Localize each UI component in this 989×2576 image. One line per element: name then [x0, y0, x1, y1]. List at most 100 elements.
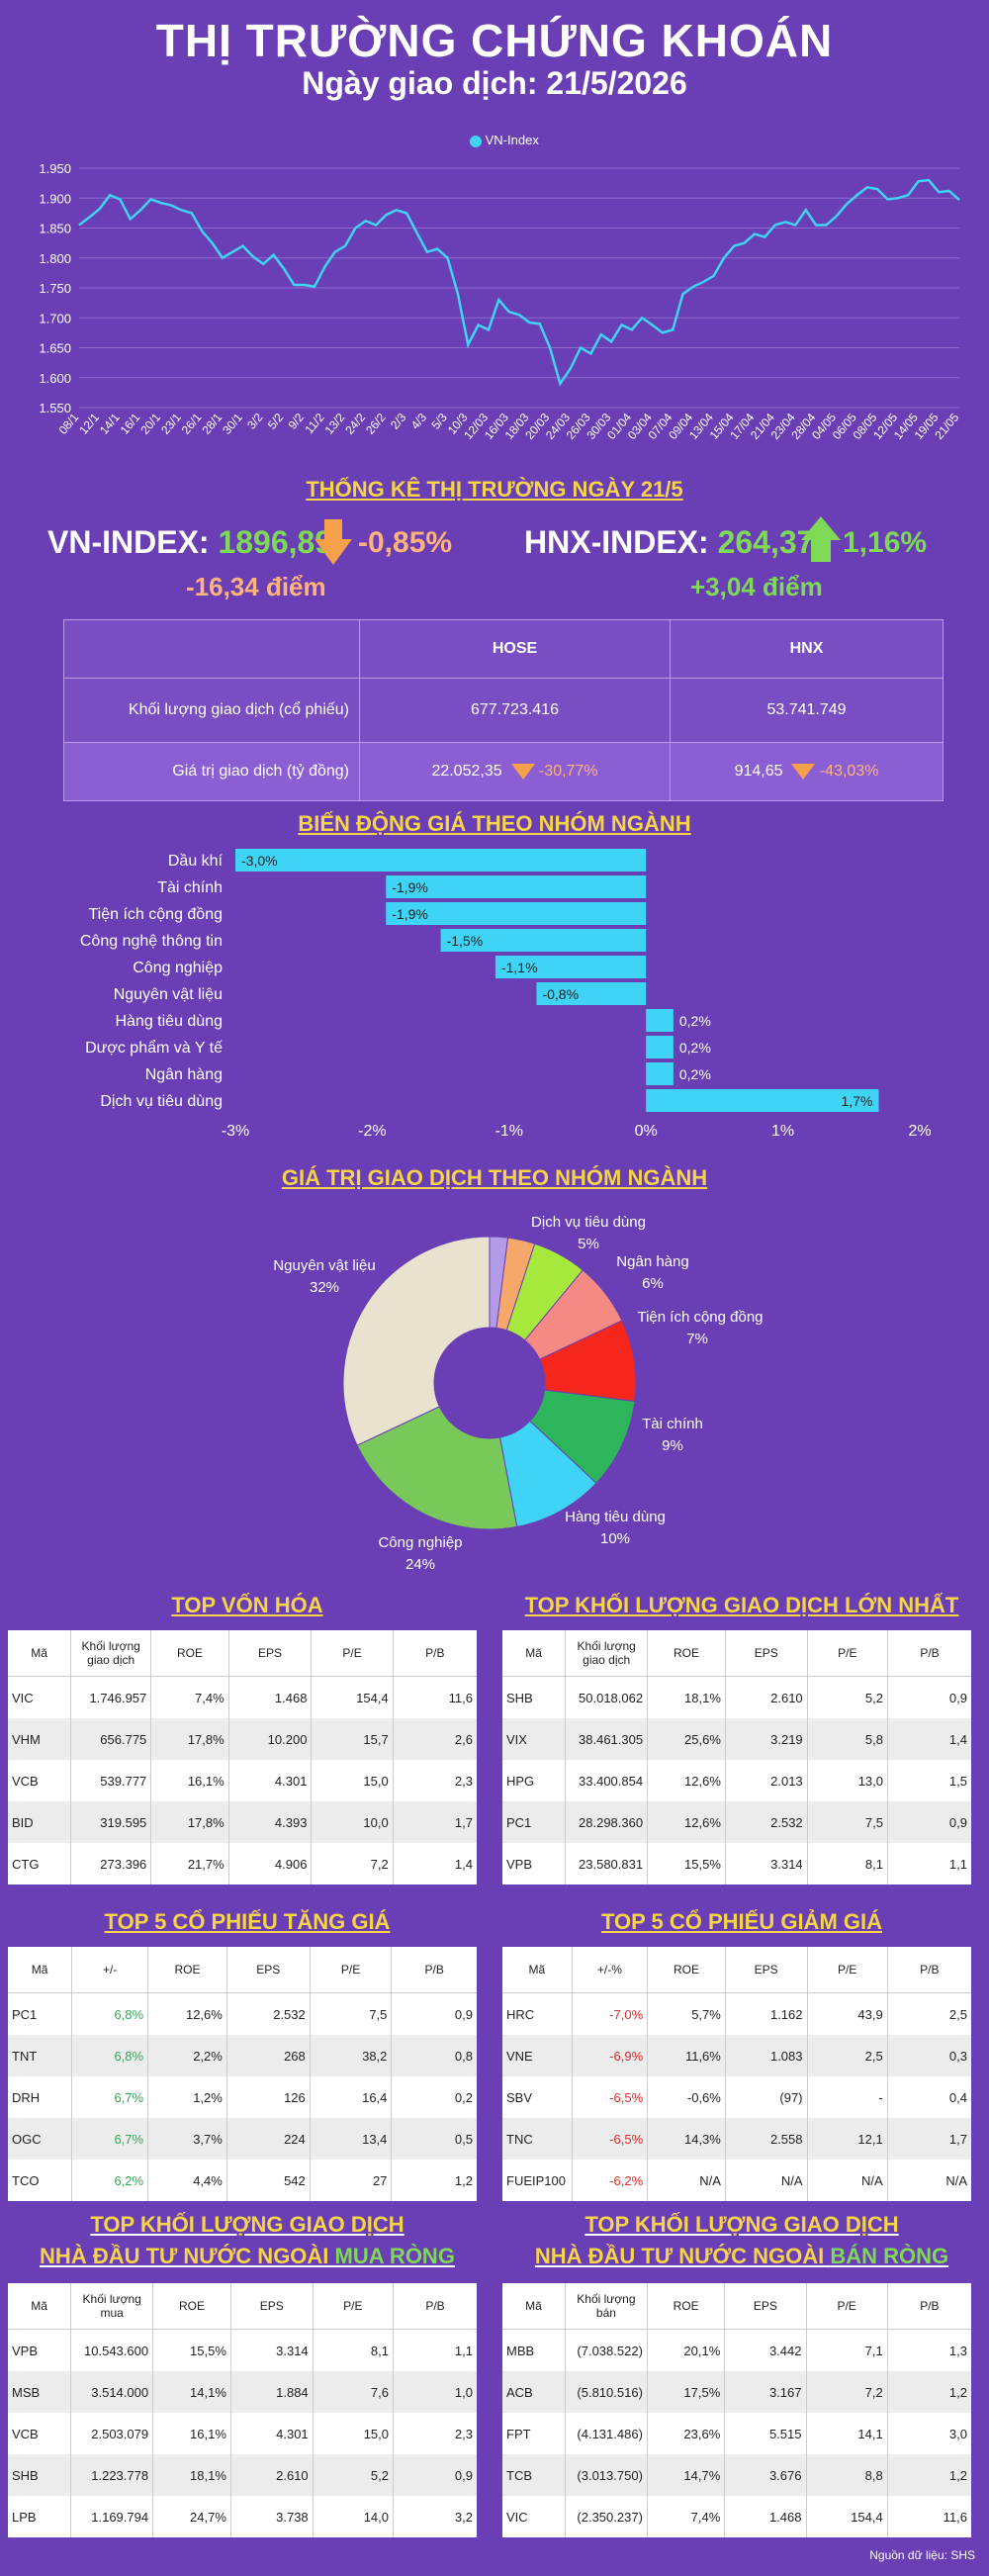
pie-name-label: Tài chính: [642, 1416, 703, 1432]
top-gainers-title: TOP 5 CỔ PHIẾU TĂNG GIÁ: [104, 1909, 391, 1934]
pie-name-label: Nguyên vật liệu: [273, 1257, 375, 1274]
table-row: FUEIP100 -6,2% N/A N/A N/A N/A: [502, 2160, 971, 2201]
table-cell: 1.169.794: [70, 2496, 154, 2537]
table-cell: 3.514.000: [70, 2371, 154, 2413]
table-row: PC1 28.298.360 12,6% 2.532 7,5 0,9: [502, 1801, 971, 1843]
hnxindex-summary: HNX-INDEX: 264,37: [524, 524, 814, 561]
table-row: VIC (2.350.237) 7,4% 1.468 154,4 11,6: [502, 2496, 971, 2537]
table-cell: 14,7%: [647, 2454, 726, 2496]
top-losers-title: TOP 5 CỔ PHIẾU GIẢM GIÁ: [600, 1909, 882, 1934]
table-row: TCO 6,2% 4,4% 542 27 1,2: [8, 2160, 477, 2201]
x-tick-label: 13/2: [322, 411, 348, 437]
table-cell: 154,4: [311, 1676, 394, 1718]
table-cell: CTG: [8, 1843, 72, 1885]
up-table-grid: Mã +/- ROE EPS P/E P/B PC1 6,8% 12,6% 2.532 7,5 0,9…: [8, 1947, 477, 2201]
page-subtitle: Ngày giao dịch: 21/5/2026: [302, 65, 687, 101]
table-cell: 2,6: [393, 1718, 477, 1760]
table-cell: FPT: [502, 2413, 566, 2454]
table-header-cell: ROE: [147, 1947, 227, 1993]
data-label: 1,7%: [842, 1093, 873, 1109]
table-cell: PC1: [502, 1801, 567, 1843]
table-cell: TNT: [8, 2035, 73, 2076]
table-row: MSB 3.514.000 14,1% 1.884 7,6 1,0: [8, 2371, 477, 2413]
market-stats-table: HOSE HNX Khối lượng giao dịch (cổ phiếu)…: [63, 619, 944, 801]
row-value-hnx-cell: 914,65 -43,03%: [670, 742, 944, 801]
table-cell: VHM: [8, 1718, 72, 1760]
table-cell: 1,2: [887, 2454, 971, 2496]
table-cell: 23.580.831: [565, 1843, 649, 1885]
foreign-buy-title: TOP KHỐI LƯỢNG GIAO DỊCH NHÀ ĐẦU TƯ NƯỚC…: [0, 2212, 494, 2269]
table-header-cell: Mã: [8, 1630, 72, 1677]
table-header-cell: P/B: [887, 1947, 971, 1993]
table-cell: 5,2: [807, 1676, 889, 1718]
table-cell: 1,0: [393, 2371, 477, 2413]
table-cell: 539.777: [70, 1760, 152, 1801]
table-header-cell: EPS: [228, 1630, 313, 1677]
pie-pct-label: 5%: [578, 1236, 599, 1252]
y-tick-label: 1.900: [39, 191, 71, 206]
table-header-row: Mã Khối lượng mua ROE EPS P/E P/B: [8, 2283, 477, 2330]
col-hnx: HNX: [670, 619, 944, 679]
table-cell: 2,5: [948, 2006, 967, 2022]
table-cell: 11,6%: [647, 2035, 726, 2076]
row-volume-hnx: 53.741.749: [670, 678, 944, 743]
vnindex-summary: VN-INDEX: 1896,89: [47, 524, 332, 561]
table-cell: 2,5: [807, 2035, 888, 2076]
sector-value-title: GIÁ TRỊ GIAO DỊCH THEO NHÓM NGÀNH: [281, 1165, 708, 1190]
top-cap-table: Mã Khối lượng giao dịch ROE EPS P/E P/B VIC 1.7…: [8, 1630, 477, 1885]
table-row: FPT (4.131.486) 23,6% 5.515 14,1 3,0: [502, 2413, 971, 2454]
table-cell: 6,7%: [71, 2118, 149, 2160]
table-row: TCB (3.013.750) 14,7% 3.676 8,8 1,2: [502, 2454, 971, 2496]
stats-title: THỐNG KÊ THỊ TRƯỜNG NGÀY 21/5: [306, 477, 683, 502]
sector-value-donut-chart: Dịch vụ tiêu dùng 5% Ngân hàng 6% Tiện ích c…: [273, 1214, 763, 1573]
table-cell: 1,1: [454, 2343, 473, 2358]
table-row: BID 319.595 17,8% 4.393 10,0 1,7: [8, 1801, 477, 1843]
down-arrow-icon: [510, 763, 535, 780]
table-row: HRC -7,0% 5,7% 1.162 43,9 2,5: [502, 1992, 971, 2035]
table-cell: -0,6%: [647, 2076, 726, 2118]
x-tick-label: -1%: [495, 1123, 523, 1140]
table-row: HPG 33.400.854 12,6% 2.013 13,0 1,5: [502, 1760, 971, 1801]
pie-pct-label: 10%: [600, 1530, 630, 1547]
table-cell: LPB: [8, 2496, 72, 2537]
table-cell: 126: [226, 2076, 311, 2118]
table-cell: 1,7: [393, 1801, 477, 1843]
x-tick-label: 20/1: [137, 411, 163, 437]
pie-name-label: Công nghiệp: [378, 1534, 462, 1551]
table-cell: 4.301: [230, 2413, 314, 2454]
line-legend: VN-Index: [470, 133, 539, 147]
table-cell: VCB: [8, 1760, 72, 1801]
table-row: LPB 1.169.794 24,7% 3.738 14,0 3,2: [8, 2496, 477, 2537]
table-cell: 7,6: [313, 2371, 395, 2413]
bar: [386, 875, 647, 898]
data-label: -0,8%: [542, 986, 579, 1002]
table-header-cell: Khối lượng giao dịch: [70, 1630, 152, 1677]
row-value-hnx-pct: -43,03%: [819, 763, 879, 780]
table-cell: 18,1%: [152, 2454, 231, 2496]
table-cell: TNC: [502, 2118, 573, 2160]
bar: [440, 929, 647, 952]
y-tick-label: 1.700: [39, 311, 71, 325]
x-tick-label: 16/1: [118, 411, 143, 437]
pie-name-label: Hàng tiêu dùng: [565, 1509, 666, 1525]
table-cell: 6,8%: [71, 1992, 149, 2035]
pie-pct-label: 32%: [310, 1279, 339, 1296]
table-cell: VIX: [502, 1718, 567, 1760]
x-tick-label: 24/2: [342, 411, 368, 437]
table-cell: 14,0: [313, 2496, 395, 2537]
y-tick-label: 1.750: [39, 281, 71, 296]
table-header-cell: +/-: [71, 1947, 149, 1993]
table-cell: 3.314: [230, 2329, 314, 2371]
table-cell: 4.906: [228, 1843, 313, 1885]
data-label: -1,1%: [501, 960, 538, 975]
table-cell: 3,7%: [147, 2118, 227, 2160]
table-header-cell: P/B: [887, 1630, 971, 1677]
category-label: Công nghệ thông tin: [80, 933, 223, 950]
data-label: -1,9%: [392, 879, 428, 895]
x-tick-label: 14/1: [97, 411, 123, 437]
x-tick-label: 2/3: [388, 411, 409, 432]
table-row: VNE -6,9% 11,6% 1.083 2,5 0,3: [502, 2035, 971, 2076]
top-cap-title: TOP VỐN HÓA: [171, 1593, 323, 1617]
x-tick-label: 30/1: [220, 411, 245, 437]
table-header-cell: P/E: [807, 1630, 889, 1677]
